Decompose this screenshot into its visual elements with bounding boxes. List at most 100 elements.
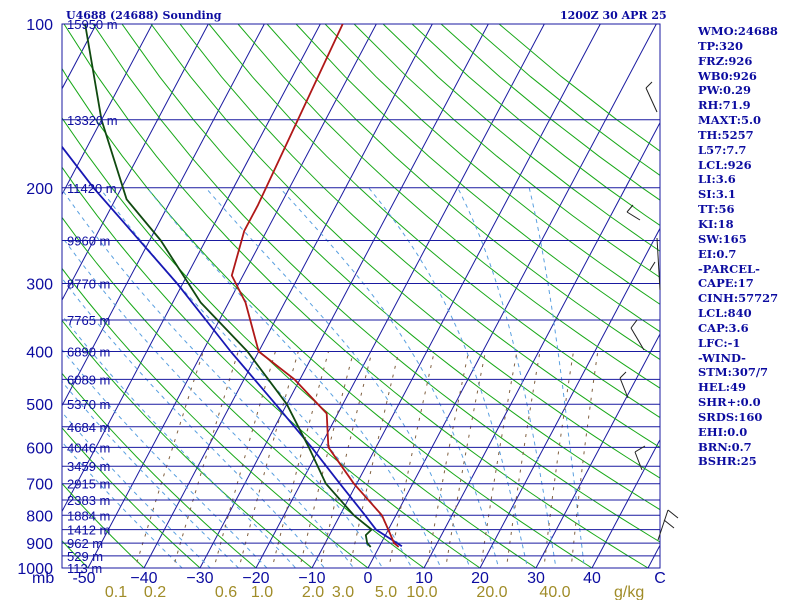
mixing-ratio-line [238, 351, 299, 568]
moist-adiabat-line [99, 187, 413, 568]
chart-title: U4688 (24688) Sounding [66, 9, 222, 22]
isotherm-line [62, 24, 153, 196]
isotherm-lines [62, 24, 660, 568]
mixing-ratio-line [134, 351, 204, 568]
mixing-ratio-label: 0.6 [215, 584, 237, 600]
index-row: BRN:0.7 [698, 439, 752, 454]
height-label: 13320 m [67, 113, 118, 128]
isotherm-line [87, 24, 377, 568]
moist-adiabat-line [62, 411, 211, 568]
index-row: RH:71.9 [698, 98, 751, 113]
index-row: MAXT:5.0 [698, 113, 761, 128]
temperature-tick-label: 40 [583, 570, 601, 587]
dry-adiabat-line [150, 24, 660, 479]
pressure-tick-label: 500 [26, 397, 53, 414]
index-row: LCL:840 [698, 306, 752, 321]
pressure-tick-label: 900 [26, 536, 53, 553]
height-label: 11420 m [67, 181, 117, 196]
height-label: 2383 m [67, 493, 110, 508]
index-row: SI:3.1 [698, 187, 736, 202]
moist-adiabat-line [146, 187, 442, 568]
index-row: LFC:-1 [698, 335, 741, 350]
index-row: HEL:49 [698, 380, 746, 395]
mixing-ratio-line [570, 351, 599, 568]
moist-adiabat-line [368, 187, 528, 568]
moist-adiabat-line [62, 380, 240, 568]
dry-adiabat-line [324, 24, 660, 305]
wind-barb-stroke [656, 237, 661, 291]
dry-adiabat-line [208, 24, 660, 419]
wind-barb-stroke [634, 445, 646, 453]
pressure-tick-label: 1000 [17, 561, 53, 578]
wind-barb-stroke [619, 377, 629, 399]
height-label: 962 m [67, 536, 103, 551]
dry-adiabat-line [62, 216, 425, 568]
pressure-tick-label: 400 [26, 345, 53, 362]
moist-adiabat-line [62, 236, 355, 568]
isotherm-line [62, 24, 209, 302]
index-row: EI:0.7 [698, 246, 737, 261]
moist-adiabat-line [62, 277, 326, 568]
wind-barb-stroke [657, 509, 669, 541]
temperature-tick-label: -50 [72, 570, 95, 587]
mixing-ratio-label: 0.1 [105, 584, 127, 600]
height-label: 6089 m [67, 372, 110, 387]
mixing-ratio-line [349, 351, 400, 568]
height-label: 5370 m [67, 397, 110, 412]
dry-adiabat-line [62, 372, 257, 568]
mixing-ratio-lines [134, 351, 599, 568]
mixing-ratio-line [213, 351, 276, 568]
mixing-ratio-line [543, 351, 574, 568]
temperature-tick-label: −10 [298, 570, 325, 587]
isotherm-line [62, 24, 265, 407]
mixing-ratio-label: 5.0 [375, 584, 397, 600]
dry-adiabat-line [0, 24, 43, 580]
height-label: 4046 m [67, 440, 110, 455]
height-label: 4684 m [67, 420, 110, 435]
height-label: 113 m [67, 561, 102, 576]
moist-adiabat-lines [62, 187, 586, 568]
index-row: CINH:57727 [698, 291, 779, 306]
dry-adiabat-lines [0, 24, 660, 580]
index-row: PW:0.29 [698, 83, 752, 98]
wind-barb-stroke [649, 261, 656, 271]
index-row: BSHR:25 [698, 454, 757, 469]
pressure-tick-label: 200 [26, 181, 53, 198]
height-label: 3459 m [67, 459, 110, 474]
mixing-ratio-unit-label: g/kg [614, 584, 644, 600]
index-row: SRDS:160 [698, 409, 763, 424]
index-row: TT:56 [698, 202, 735, 217]
height-label: 6890 m [67, 345, 110, 360]
height-label: 7765 m [67, 313, 110, 328]
height-label: 15950 m [67, 17, 118, 32]
dry-adiabat-line [62, 482, 145, 568]
temperature-tick-label: −30 [186, 570, 213, 587]
pressure-tick-label: 100 [26, 17, 53, 34]
index-row: SW:165 [698, 231, 747, 246]
moist-adiabat-line [62, 188, 384, 568]
isotherm-line [535, 332, 660, 568]
index-row: CAPE:17 [698, 276, 754, 291]
wind-barb-stroke [645, 81, 653, 89]
height-label: 2915 m [67, 477, 110, 492]
sounding-profiles [62, 24, 403, 548]
mixing-ratio-line [505, 351, 541, 568]
isotherm-line [199, 24, 489, 568]
pressure-unit-label: mb [32, 570, 54, 587]
temperature-tick-label: −40 [130, 570, 157, 587]
dry-adiabat-line [92, 24, 660, 543]
isotherm-line [255, 24, 545, 568]
plot-frame [61, 23, 661, 569]
isotherm-line [62, 24, 321, 513]
index-row: TP:320 [698, 38, 744, 53]
isotherm-line [311, 24, 601, 568]
height-label: 1884 m [67, 508, 110, 523]
dry-adiabat-line [62, 116, 537, 568]
mixing-ratio-label: 2.0 [302, 584, 324, 600]
dry-adiabat-line [179, 24, 660, 449]
dry-adiabat-line [121, 24, 660, 511]
wind-barb-stroke [663, 519, 675, 529]
isotherm-line [591, 438, 660, 568]
